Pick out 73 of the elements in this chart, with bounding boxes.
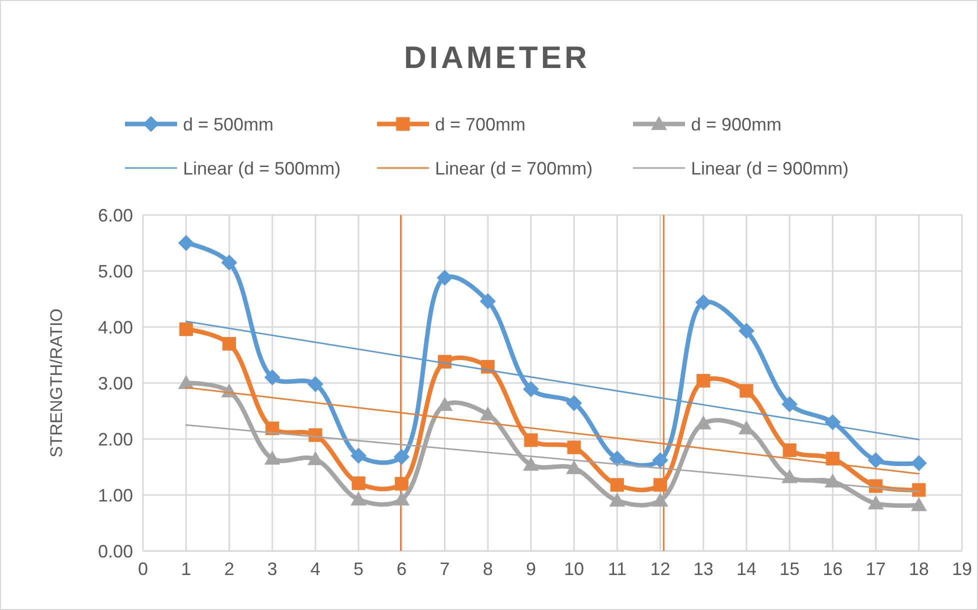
point — [264, 450, 280, 465]
point — [522, 381, 539, 398]
y-axis-title: STRENGTH/RATIO — [47, 308, 66, 458]
y-tick-label: 0.00 — [98, 541, 133, 562]
legend-label: Linear (d = 500mm) — [183, 158, 341, 178]
point — [222, 337, 236, 351]
point — [352, 476, 366, 490]
chart-title: DIAMETER — [404, 40, 590, 75]
x-tick-label: 6 — [396, 559, 407, 579]
y-tick-label: 1.00 — [98, 485, 133, 506]
point — [910, 455, 927, 472]
x-tick-label: 12 — [650, 559, 670, 579]
y-tick-label: 3.00 — [98, 373, 133, 394]
point — [480, 293, 496, 310]
y-tick-label: 5.00 — [98, 261, 133, 282]
point — [394, 448, 410, 465]
point — [652, 492, 668, 507]
x-tick-label: 7 — [440, 559, 450, 579]
point — [740, 384, 754, 398]
x-tick-label: 0 — [138, 559, 148, 579]
x-tick-label: 3 — [267, 559, 278, 579]
point — [738, 322, 754, 339]
y-tick-label: 2.00 — [98, 429, 133, 450]
point — [696, 374, 710, 388]
legend-label: Linear (d = 900mm) — [691, 158, 849, 178]
point — [610, 478, 624, 492]
x-tick-label: 1 — [181, 559, 192, 579]
y-tick-label: 6.00 — [98, 205, 133, 226]
x-tick-label: 19 — [952, 559, 972, 579]
x-tick-label: 9 — [526, 559, 536, 579]
point — [394, 477, 408, 491]
point — [350, 448, 367, 464]
x-tick-label: 13 — [693, 559, 714, 579]
x-tick-label: 11 — [608, 559, 626, 579]
point — [350, 491, 367, 506]
point — [179, 322, 193, 336]
point — [868, 495, 884, 510]
point — [524, 433, 538, 447]
x-tick-label: 14 — [736, 559, 756, 579]
x-tick-label: 2 — [224, 559, 234, 579]
point — [567, 440, 581, 454]
x-tick-label: 8 — [482, 559, 493, 579]
point — [652, 452, 668, 468]
point — [782, 396, 798, 412]
point — [394, 491, 410, 506]
legend-label: d = 900mm — [691, 114, 782, 134]
x-tick-label: 18 — [908, 559, 929, 579]
legend-label: d = 700mm — [435, 114, 526, 134]
point — [436, 270, 453, 286]
point — [178, 235, 194, 251]
legend-label: Linear (d = 700mm) — [435, 158, 593, 178]
legend-label: d = 500mm — [183, 114, 274, 134]
point — [695, 294, 712, 310]
x-tick-label: 4 — [310, 559, 320, 579]
point — [566, 395, 582, 412]
point — [609, 492, 626, 507]
point — [782, 443, 796, 457]
point — [264, 369, 280, 386]
x-tick-label: 5 — [354, 559, 364, 579]
point — [910, 497, 927, 512]
point — [221, 254, 238, 271]
point — [653, 478, 668, 492]
point — [912, 483, 926, 497]
point — [566, 460, 582, 474]
x-tick-label: 15 — [780, 559, 800, 579]
x-tick-label: 17 — [866, 559, 886, 579]
x-tick-label: 10 — [564, 559, 584, 579]
x-tick-label: 16 — [822, 559, 843, 579]
point — [609, 450, 626, 467]
point — [307, 376, 324, 392]
point — [522, 456, 539, 471]
y-tick-label: 4.00 — [98, 317, 133, 338]
point — [868, 452, 884, 468]
